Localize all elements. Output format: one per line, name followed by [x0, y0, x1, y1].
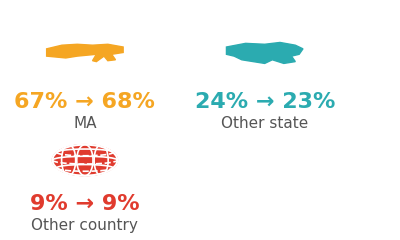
- Circle shape: [52, 145, 118, 176]
- Polygon shape: [47, 44, 123, 62]
- Text: Other state: Other state: [221, 116, 308, 131]
- Polygon shape: [226, 42, 303, 63]
- Text: MA: MA: [73, 116, 97, 131]
- Text: 67% → 68%: 67% → 68%: [14, 92, 155, 112]
- Text: 9% → 9%: 9% → 9%: [30, 194, 140, 214]
- Text: 24% → 23%: 24% → 23%: [194, 92, 335, 112]
- Text: Other country: Other country: [32, 218, 138, 233]
